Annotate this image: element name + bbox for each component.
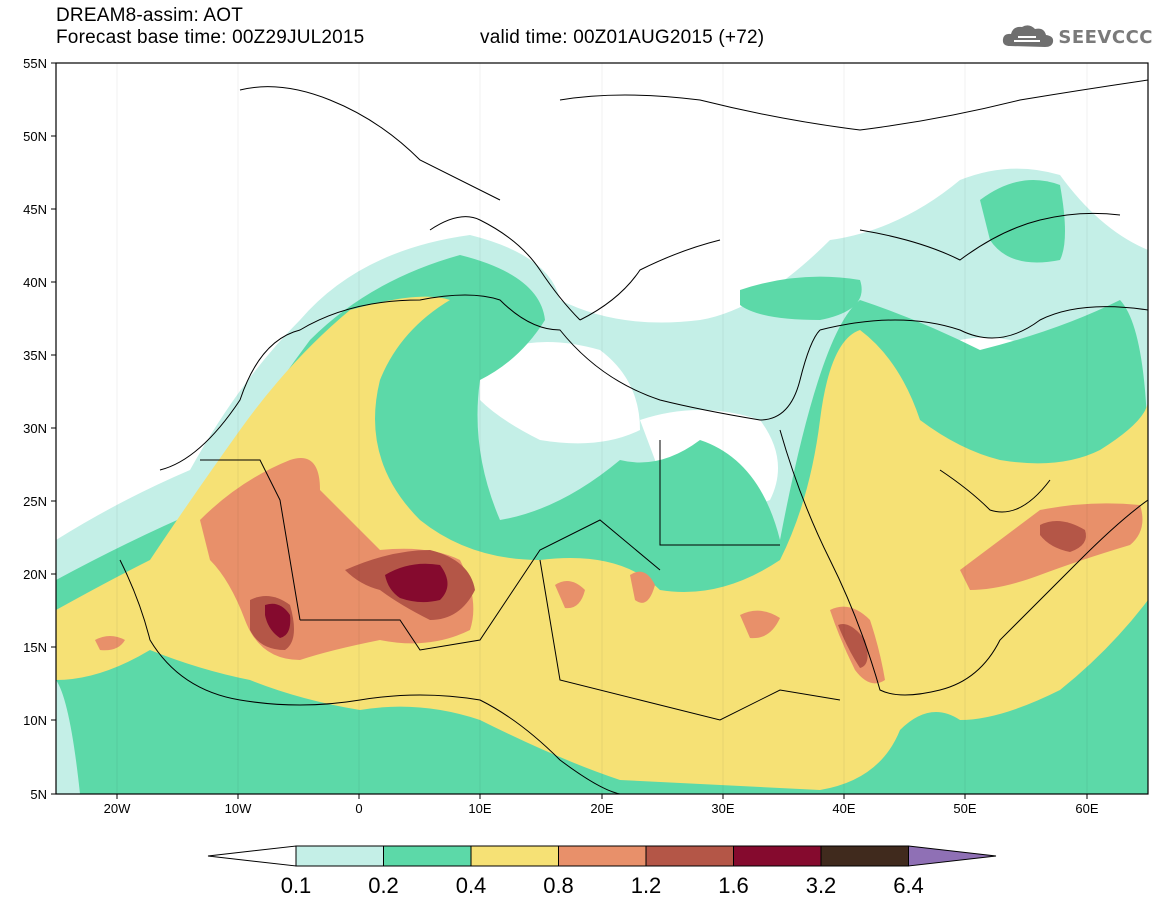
aot-contour-0.2	[740, 276, 862, 320]
lat-tick-label: 5N	[30, 787, 47, 802]
forecast-base-time: Forecast base time: 00Z29JUL2015	[56, 27, 365, 48]
lat-tick-label: 35N	[23, 348, 47, 363]
lon-tick-label: 10W	[225, 801, 252, 816]
lat-tick-label: 25N	[23, 494, 47, 509]
lat-tick-label: 50N	[23, 129, 47, 144]
aot-contour-0.8	[95, 636, 125, 651]
colorbar-segment	[645, 845, 734, 867]
colorbar-segment	[558, 845, 647, 867]
colorbar-label: 0.4	[456, 873, 487, 898]
colorbar-label: 0.8	[543, 873, 574, 898]
colorbar-segment	[733, 845, 822, 867]
lat-tick-label: 30N	[23, 421, 47, 436]
cloud-icon	[1003, 25, 1054, 47]
lat-tick-label: 55N	[23, 56, 47, 71]
colorbar-label: 6.4	[893, 873, 924, 898]
logo-text: SEEVCCC	[1058, 26, 1153, 48]
colorbar-label: 1.6	[718, 873, 749, 898]
coastlines-borders	[119, 79, 1148, 794]
colorbar-segment	[470, 845, 559, 867]
aot-contour-0.8	[960, 503, 1143, 590]
lon-tick-label: 50E	[953, 801, 976, 816]
lon-tick-label: 0	[355, 801, 362, 816]
aot-contour-1.2	[1040, 521, 1086, 552]
aot-contour-0.8	[740, 610, 780, 639]
aot-field	[56, 63, 1148, 794]
graticule	[116, 63, 1088, 794]
colorbar-under-arrow	[207, 845, 297, 867]
colorbar-segment	[820, 845, 909, 867]
aot-contour-1.6	[265, 603, 291, 638]
lat-tick-label: 20N	[23, 567, 47, 582]
lon-tick-label: 20W	[104, 801, 131, 816]
aot-contour-0.8	[555, 581, 585, 609]
clear-air-region	[480, 342, 640, 444]
colorbar: 0.1 0.2 0.4 0.8 1.2 1.6 3.2 6.4	[207, 845, 997, 898]
lon-tick-label: 40E	[832, 801, 855, 816]
aot-contour-1.2	[838, 624, 868, 668]
latitude-labels: 55N 50N 45N 40N 35N 30N 25N 20N 15N 10N …	[23, 56, 47, 802]
colorbar-label: 1.2	[631, 873, 662, 898]
map-title: DREAM8-assim: AOT	[56, 5, 244, 26]
lat-tick-label: 10N	[23, 713, 47, 728]
colorbar-label: 0.1	[281, 873, 312, 898]
axis-ticks	[51, 62, 1088, 799]
aot-contour-0.8	[630, 571, 655, 603]
lon-tick-label: 60E	[1075, 801, 1098, 816]
aot-contour-1.6	[385, 563, 448, 603]
lat-tick-label: 40N	[23, 275, 47, 290]
colorbar-label: 0.2	[368, 873, 399, 898]
colorbar-segment	[295, 845, 384, 867]
lon-tick-label: 30E	[711, 801, 734, 816]
longitude-labels: 20W 10W 0 10E 20E 30E 40E 50E 60E	[104, 801, 1099, 816]
lat-tick-label: 45N	[23, 202, 47, 217]
colorbar-over-arrow	[908, 845, 997, 867]
lat-tick-label: 15N	[23, 640, 47, 655]
valid-time: valid time: 00Z01AUG2015 (+72)	[480, 27, 765, 48]
seevccc-logo: SEEVCCC	[1000, 22, 1153, 52]
lon-tick-label: 20E	[590, 801, 613, 816]
aot-contour-0.2	[980, 180, 1065, 263]
lon-tick-label: 10E	[468, 801, 491, 816]
colorbar-segment	[383, 845, 472, 867]
colorbar-label: 3.2	[806, 873, 837, 898]
